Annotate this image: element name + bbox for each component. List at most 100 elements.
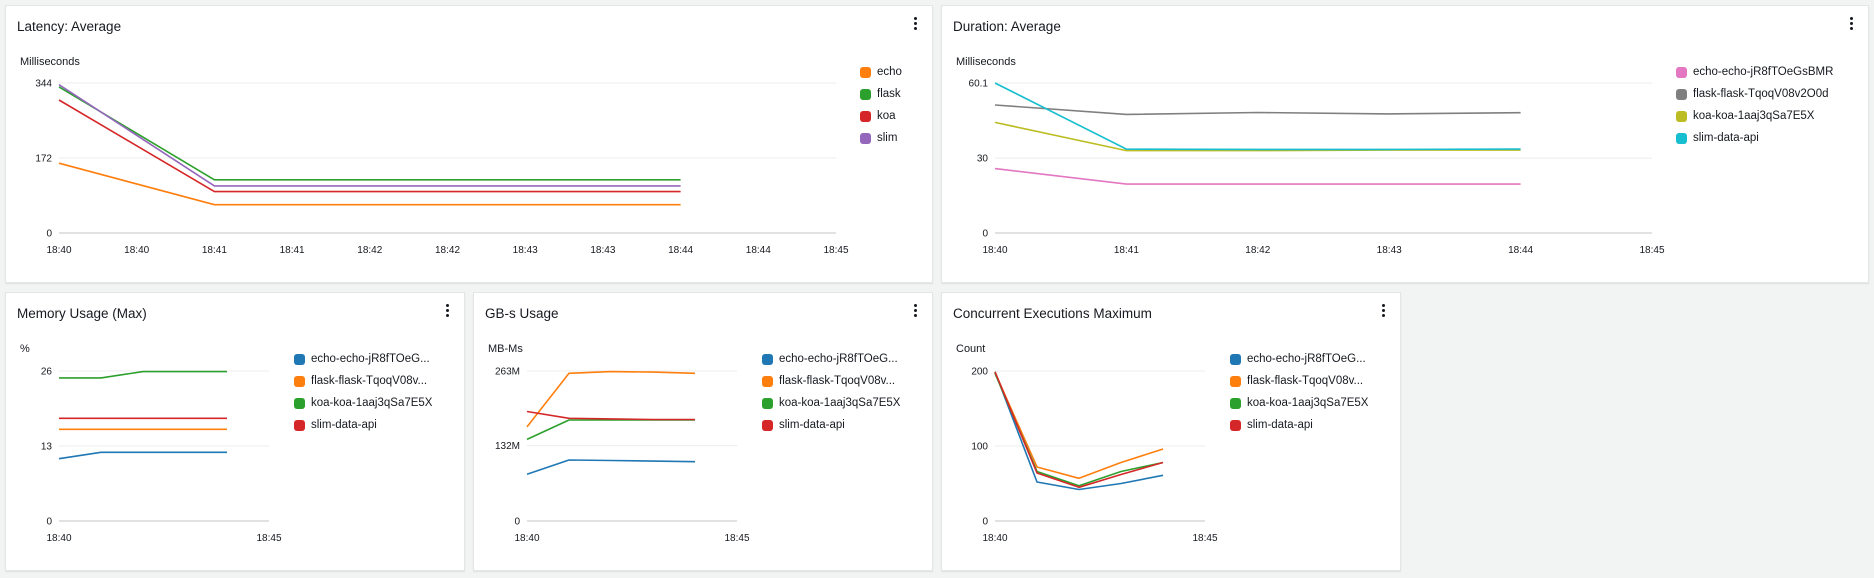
legend-item[interactable]: koa-koa-1aaj3qSa7E5X	[762, 392, 900, 414]
y-tick-label: 26	[41, 367, 53, 378]
legend-label: koa	[877, 110, 896, 122]
x-tick-label: 18:41	[280, 245, 305, 256]
legend-item[interactable]: slim-data-api	[762, 414, 900, 436]
legend-item[interactable]: echo-echo-jR8fTOeG...	[1230, 348, 1368, 370]
legend-swatch	[860, 88, 871, 100]
x-tick-label: 18:40	[46, 245, 71, 256]
legend-item[interactable]: echo	[860, 61, 902, 83]
series-line	[994, 121, 1521, 152]
legend-item[interactable]: koa	[860, 105, 902, 127]
legend-item[interactable]: flask-flask-TqoqV08v2O0d	[1676, 83, 1833, 105]
legend-item[interactable]: slim-data-api	[294, 414, 432, 436]
x-tick-label: 18:42	[1245, 245, 1270, 256]
y-tick-label: 0	[514, 517, 520, 528]
legend-item[interactable]: flask	[860, 83, 902, 105]
legend-label: echo-echo-jR8fTOeG...	[779, 353, 898, 365]
series-line	[58, 162, 681, 206]
series-line	[994, 82, 1521, 151]
legend-swatch	[1230, 397, 1241, 409]
x-tick-label: 18:42	[435, 245, 460, 256]
duration-chart: 60.1 30 0 18:40 18:41 18:42 18:43 18:44 18:45	[969, 79, 1665, 257]
more-vertical-icon[interactable]	[908, 15, 922, 35]
y-axis-unit: %	[20, 343, 30, 355]
legend-label: koa-koa-1aaj3qSa7E5X	[311, 397, 433, 409]
more-vertical-icon[interactable]	[908, 302, 922, 322]
legend-item[interactable]: koa-koa-1aaj3qSa7E5X	[1676, 105, 1833, 127]
legend-label: echo-echo-jR8fTOeG...	[1247, 353, 1366, 365]
series-line	[58, 86, 681, 181]
legend-label: flask-flask-TqoqV08v...	[779, 375, 896, 387]
y-tick-label: 13	[41, 442, 53, 453]
legend-label: echo-echo-jR8fTOeG...	[311, 353, 430, 365]
legend-swatch	[860, 110, 871, 122]
x-tick-label: 18:40	[514, 533, 539, 544]
x-tick-label: 18:40	[124, 245, 149, 256]
legend-swatch	[294, 375, 305, 387]
legend-swatch	[294, 397, 305, 409]
x-tick-label: 18:43	[513, 245, 538, 256]
widget-gbs-usage: GB-s Usage MB-Ms 263M 132M 0 18:40 18:45 ech…	[473, 292, 933, 571]
legend-item[interactable]: flask-flask-TqoqV08v...	[1230, 370, 1368, 392]
legend-swatch	[1676, 132, 1687, 144]
legend-label: koa-koa-1aaj3qSa7E5X	[1693, 110, 1815, 122]
legend: echo-echo-jR8fTOeG... flask-flask-TqoqV08…	[762, 348, 900, 436]
series-line	[994, 372, 1164, 480]
legend-label: flask	[877, 88, 901, 100]
y-tick-label: 0	[46, 229, 52, 240]
x-tick-label: 18:45	[724, 533, 749, 544]
x-tick-label: 18:45	[1192, 533, 1217, 544]
widget-title: Latency: Average	[17, 19, 122, 34]
y-tick-label: 0	[982, 229, 988, 240]
legend-label: flask-flask-TqoqV08v...	[311, 375, 428, 387]
legend-label: slim-data-api	[1693, 132, 1759, 144]
legend-swatch	[762, 375, 773, 387]
more-vertical-icon[interactable]	[440, 302, 454, 322]
legend-swatch	[1230, 353, 1241, 365]
legend-swatch	[1676, 110, 1687, 122]
y-tick-label: 263M	[495, 367, 520, 378]
x-tick-label: 18:42	[357, 245, 382, 256]
legend-item[interactable]: echo-echo-jR8fTOeGsBMR	[1676, 61, 1833, 83]
series-line	[59, 370, 227, 379]
x-tick-label: 18:44	[668, 245, 693, 256]
gbs-usage-chart: 263M 132M 0 18:40 18:45	[495, 367, 750, 545]
legend-item[interactable]: koa-koa-1aaj3qSa7E5X	[294, 392, 432, 414]
series-line	[58, 451, 227, 460]
legend-label: koa-koa-1aaj3qSa7E5X	[779, 397, 901, 409]
legend-swatch	[1230, 419, 1241, 431]
y-tick-label: 0	[46, 517, 52, 528]
more-vertical-icon[interactable]	[1844, 15, 1858, 35]
legend-item[interactable]: slim-data-api	[1676, 127, 1833, 149]
legend-item[interactable]: echo-echo-jR8fTOeG...	[762, 348, 900, 370]
series-line	[994, 167, 1521, 185]
series-line	[994, 371, 1164, 489]
legend-label: slim	[877, 132, 898, 144]
concurrent-executions-chart: 200 100 0 18:40 18:45	[971, 367, 1218, 545]
legend-item[interactable]: echo-echo-jR8fTOeG...	[294, 348, 432, 370]
series-line	[994, 104, 1521, 116]
widget-duration: Duration: Average Milliseconds 60.1 30 0 18…	[941, 5, 1869, 283]
legend-item[interactable]: koa-koa-1aaj3qSa7E5X	[1230, 392, 1368, 414]
latency-chart: 344 172 0 18:40 18:40 18:41 18:41 18:42 18:42 18:…	[35, 79, 849, 257]
legend-label: slim-data-api	[311, 419, 377, 431]
legend-label: echo-echo-jR8fTOeGsBMR	[1693, 66, 1834, 78]
legend-item[interactable]: flask-flask-TqoqV08v...	[762, 370, 900, 392]
series-line	[526, 410, 695, 421]
legend-swatch	[762, 419, 773, 431]
y-tick-label: 344	[35, 79, 52, 90]
series-line	[58, 84, 681, 187]
more-vertical-icon[interactable]	[1376, 302, 1390, 322]
series-line	[994, 371, 1164, 491]
series-line	[526, 370, 696, 428]
legend-item[interactable]: slim-data-api	[1230, 414, 1368, 436]
y-tick-label: 0	[982, 517, 988, 528]
series-line	[526, 419, 695, 441]
x-tick-label: 18:43	[1377, 245, 1402, 256]
legend-item[interactable]: slim	[860, 127, 902, 149]
legend-label: slim-data-api	[1247, 419, 1313, 431]
x-tick-label: 18:45	[256, 533, 281, 544]
legend-item[interactable]: flask-flask-TqoqV08v...	[294, 370, 432, 392]
widget-concurrent-executions: Concurrent Executions Maximum Count 200 1…	[941, 292, 1401, 571]
y-tick-label: 100	[971, 442, 988, 453]
legend-swatch	[762, 353, 773, 365]
